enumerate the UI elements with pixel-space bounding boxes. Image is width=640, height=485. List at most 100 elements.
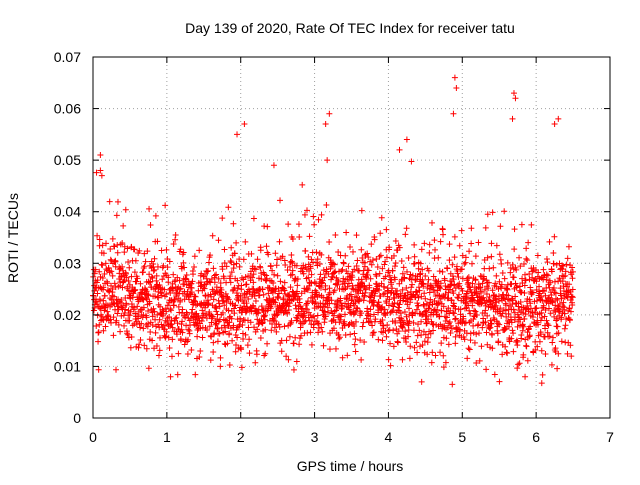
roti-point — [379, 316, 386, 323]
roti-point — [437, 238, 444, 245]
roti-point — [404, 268, 411, 275]
roti-point — [421, 338, 428, 345]
roti-point — [550, 249, 557, 256]
roti-point — [446, 257, 453, 264]
roti-point — [179, 306, 186, 313]
roti-point — [347, 244, 354, 250]
roti-point — [145, 365, 152, 372]
roti-point — [241, 121, 248, 128]
roti-point — [166, 258, 173, 265]
roti-point — [536, 338, 543, 345]
roti-point — [467, 337, 474, 344]
roti-point — [294, 288, 301, 295]
roti-point — [476, 357, 483, 364]
roti-point — [351, 341, 358, 348]
roti-point — [240, 336, 247, 343]
y-tick-label: 0.01 — [54, 358, 81, 374]
roti-point — [147, 222, 154, 229]
roti-point — [94, 290, 101, 297]
roti-point — [389, 285, 396, 292]
roti-point — [437, 280, 444, 287]
roti-point — [486, 293, 493, 300]
roti-point — [400, 264, 407, 271]
roti-point — [429, 219, 436, 226]
roti-point — [487, 304, 494, 311]
roti-point — [262, 326, 269, 333]
roti-point — [358, 356, 365, 363]
roti-point — [331, 269, 338, 276]
roti-point — [560, 273, 567, 280]
roti-point — [167, 305, 174, 312]
roti-point — [263, 272, 270, 279]
roti-point — [281, 279, 288, 286]
roti-point — [205, 259, 212, 266]
roti-point — [270, 280, 277, 287]
roti-point — [188, 289, 195, 296]
roti-point — [425, 276, 432, 283]
roti-point — [531, 298, 538, 305]
roti-point — [447, 282, 454, 289]
roti-point — [172, 236, 179, 243]
roti-point — [550, 260, 557, 267]
roti-point — [535, 321, 542, 328]
roti-point — [373, 273, 380, 280]
roti-point — [392, 260, 399, 267]
roti-point — [290, 366, 297, 373]
roti-point — [539, 371, 546, 378]
roti-point — [440, 364, 447, 371]
roti-point — [514, 365, 521, 372]
roti-point — [149, 337, 156, 344]
roti-point — [132, 310, 139, 317]
roti-point — [403, 284, 410, 291]
roti-point — [419, 342, 426, 349]
roti-point — [472, 308, 479, 315]
roti-point — [180, 259, 187, 266]
roti-point — [425, 267, 432, 274]
roti-point — [529, 314, 536, 321]
roti-point — [388, 276, 395, 283]
roti-point — [510, 90, 517, 97]
roti-point — [233, 239, 240, 246]
roti-point — [520, 261, 527, 268]
roti-point — [494, 320, 501, 327]
roti-point — [93, 169, 100, 176]
roti-point — [451, 310, 458, 317]
roti-point — [424, 285, 431, 292]
roti-point — [240, 316, 247, 323]
roti-point — [218, 286, 225, 293]
roti-point — [308, 256, 315, 263]
roti-point — [115, 321, 122, 328]
roti-point — [544, 320, 551, 327]
roti-point — [336, 334, 343, 341]
roti-point — [450, 276, 457, 283]
roti-point — [559, 266, 566, 273]
roti-point — [248, 308, 255, 315]
roti-point — [123, 274, 130, 281]
roti-point — [512, 95, 519, 102]
roti-point — [177, 246, 184, 253]
roti-point — [455, 273, 462, 280]
roti-point — [453, 84, 460, 91]
roti-point — [405, 333, 412, 340]
roti-point — [467, 310, 474, 317]
roti-point — [394, 287, 401, 294]
roti-point — [548, 361, 555, 368]
x-tick-label: 4 — [385, 429, 393, 445]
roti-point — [159, 276, 166, 283]
roti-point — [324, 309, 331, 316]
roti-point — [353, 262, 360, 269]
roti-point — [560, 262, 567, 269]
roti-point — [442, 359, 449, 366]
roti-point — [525, 239, 532, 246]
roti-point — [198, 270, 205, 277]
roti-point — [316, 260, 323, 267]
roti-point — [401, 275, 408, 282]
roti-point — [182, 314, 189, 321]
roti-point — [227, 279, 234, 286]
roti-point — [241, 303, 248, 310]
roti-point — [453, 263, 460, 270]
roti-point — [282, 290, 289, 297]
roti-point — [434, 306, 441, 313]
roti-point — [185, 336, 192, 343]
roti-point — [421, 240, 428, 247]
